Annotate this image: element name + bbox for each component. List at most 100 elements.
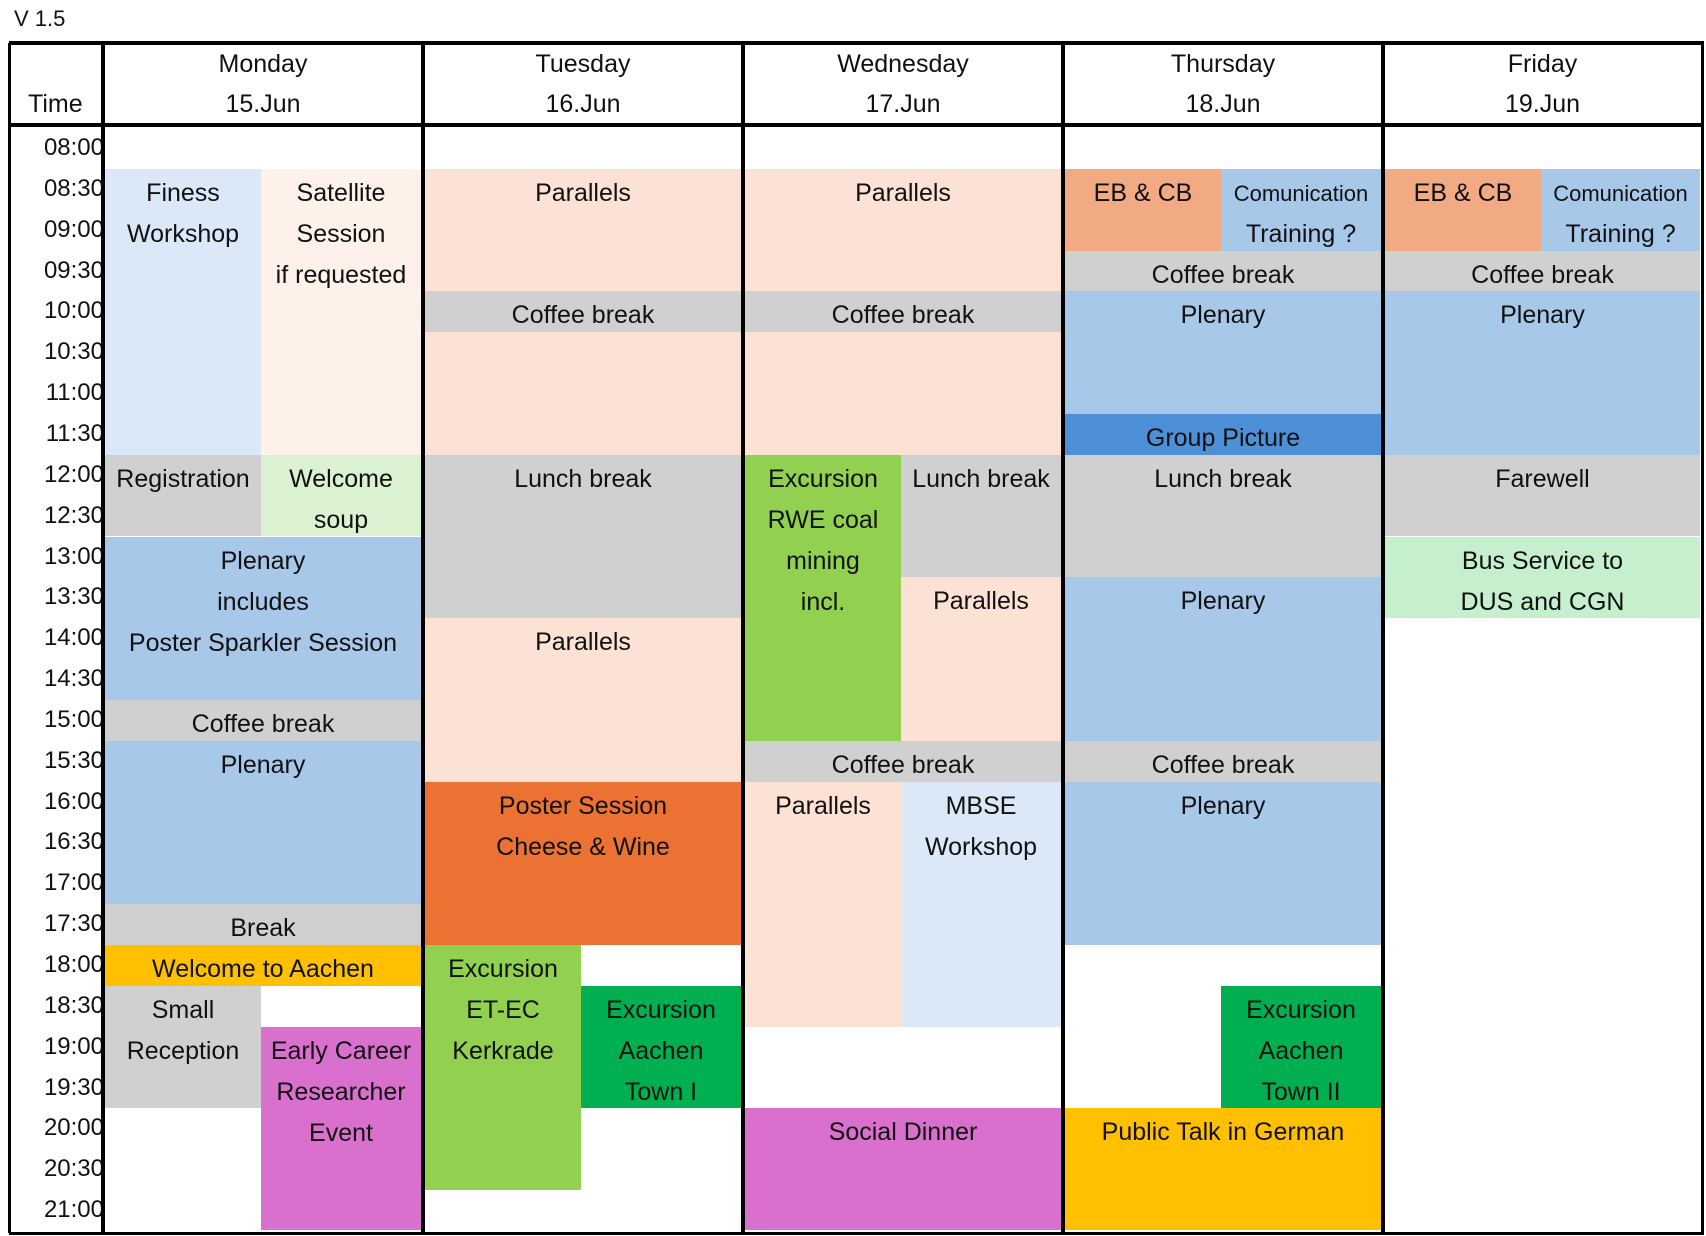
event-block (745, 332, 1061, 455)
event-label: Event (309, 1118, 373, 1147)
event-label: Plenary (220, 546, 306, 575)
event-block: Parallels (425, 168, 741, 292)
event-label: Coffee break (191, 709, 335, 738)
event-label: includes (217, 587, 309, 616)
day-name: Wednesday (837, 50, 969, 78)
event-block: Plenary (1065, 577, 1381, 741)
event-block: EB & CB (1385, 168, 1541, 251)
event-block: Farewell (1385, 454, 1700, 537)
event-label: Excursion (1246, 995, 1356, 1024)
event-block: Excursion Aachen Town I (581, 985, 741, 1109)
event-label: Farewell (1495, 464, 1590, 493)
day-name: Thursday (1170, 50, 1276, 78)
column-divider (7, 43, 11, 1233)
event-label: Comunication (1233, 180, 1369, 206)
event-block: Plenary (105, 740, 421, 905)
event-label: ET-EC (466, 996, 540, 1024)
column-divider (1700, 43, 1704, 1233)
event-label: Coffee break (1151, 260, 1295, 289)
event-label: Workshop (126, 219, 240, 248)
event-block: Coffee break (105, 699, 421, 741)
day-name: Friday (1507, 50, 1578, 78)
event-block: Finess Workshop (105, 168, 261, 455)
event-label: Satellite (296, 178, 386, 207)
event-label: Lunch break (1154, 464, 1292, 493)
event-block: Plenary includes Poster Sparkler Session (105, 536, 421, 700)
day-name: Monday (218, 50, 308, 78)
event-block: Welcome soup (261, 454, 421, 537)
time-label: 17:00 (43, 869, 104, 897)
event-block: Lunch break (901, 454, 1061, 578)
event-label: Kerkrade (452, 1037, 554, 1065)
event-label: EB & CB (1093, 178, 1193, 207)
event-label: Poster Sparkler Session (128, 628, 398, 657)
event-label: Cheese & Wine (496, 832, 670, 861)
event-label: Small (151, 995, 215, 1024)
event-label: Coffee break (831, 301, 975, 330)
event-label: EB & CB (1413, 178, 1513, 207)
event-label: Plenary (1180, 587, 1266, 616)
day-date: 16.Jun (545, 90, 621, 118)
event-label: Welcome to Aachen (152, 955, 374, 983)
event-block: MBSE Workshop (901, 781, 1061, 1027)
day-header-wednesday: Wednesday 17.Jun (743, 44, 1063, 124)
event-label: DUS and CGN (1460, 587, 1625, 616)
day-header-thursday: Thursday 18.Jun (1063, 44, 1383, 124)
day-header-friday: Friday 19.Jun (1383, 44, 1702, 124)
time-label: 12:30 (43, 501, 104, 529)
time-label: 08:30 (43, 174, 104, 202)
event-label: Poster Session (498, 791, 668, 820)
event-label: Reception (126, 1036, 240, 1065)
event-block: Coffee break (1065, 250, 1381, 292)
event-label: Parallels (855, 178, 951, 207)
event-label: Coffee break (1471, 260, 1614, 289)
event-label: Registration (116, 464, 250, 493)
event-label: Workshop (924, 832, 1038, 861)
time-label: 10:00 (43, 297, 104, 325)
day-date: 15.Jun (225, 90, 301, 118)
event-label: Training ? (1245, 219, 1357, 248)
event-block: Excursion Aachen Town II (1221, 985, 1381, 1109)
event-label: Coffee break (511, 301, 655, 330)
event-block: Break (105, 904, 421, 945)
event-label: Break (230, 914, 296, 943)
event-label: Welcome (289, 464, 393, 493)
event-label: if requested (275, 260, 407, 289)
time-label: 18:30 (43, 991, 104, 1019)
time-label: 10:30 (43, 338, 104, 366)
event-label: Aachen (1258, 1036, 1344, 1065)
time-label: 17:30 (43, 910, 104, 938)
event-label: Coffee break (831, 750, 975, 779)
event-block: Parallels (745, 781, 901, 1027)
time-label: 20:00 (43, 1114, 104, 1142)
column-divider (421, 43, 425, 1233)
event-label: incl. (800, 587, 846, 616)
time-label: 12:00 (43, 460, 104, 488)
event-block: Coffee break (1385, 250, 1700, 292)
column-divider (1061, 43, 1065, 1233)
day-date: 17.Jun (865, 90, 941, 118)
event-label: Coffee break (1151, 750, 1295, 779)
event-label: MBSE (945, 791, 1017, 820)
event-block: Bus Service to DUS and CGN (1385, 536, 1700, 619)
time-label: 16:00 (43, 787, 104, 815)
event-label: Group Picture (1145, 423, 1301, 452)
event-label: Finess (146, 178, 220, 207)
version-label: V 1.5 (14, 6, 66, 31)
time-label: 09:00 (43, 215, 104, 243)
event-label: Training ? (1565, 219, 1676, 248)
event-block: Small Reception (105, 985, 261, 1109)
event-block: Coffee break (425, 291, 741, 333)
event-block: Plenary (1385, 291, 1700, 455)
event-block: Group Picture (1065, 413, 1381, 455)
time-label: 08:00 (43, 134, 104, 161)
event-block: Lunch break (425, 454, 741, 619)
day-date: 18.Jun (1185, 90, 1261, 118)
event-label: Early Career (270, 1036, 412, 1065)
row-divider (9, 1231, 1704, 1235)
event-block: Social Dinner (745, 1108, 1061, 1230)
time-label: 14:00 (43, 624, 104, 652)
day-header-tuesday: Tuesday 16.Jun (423, 44, 743, 124)
event-block: Comunication Training ? (1541, 168, 1700, 251)
